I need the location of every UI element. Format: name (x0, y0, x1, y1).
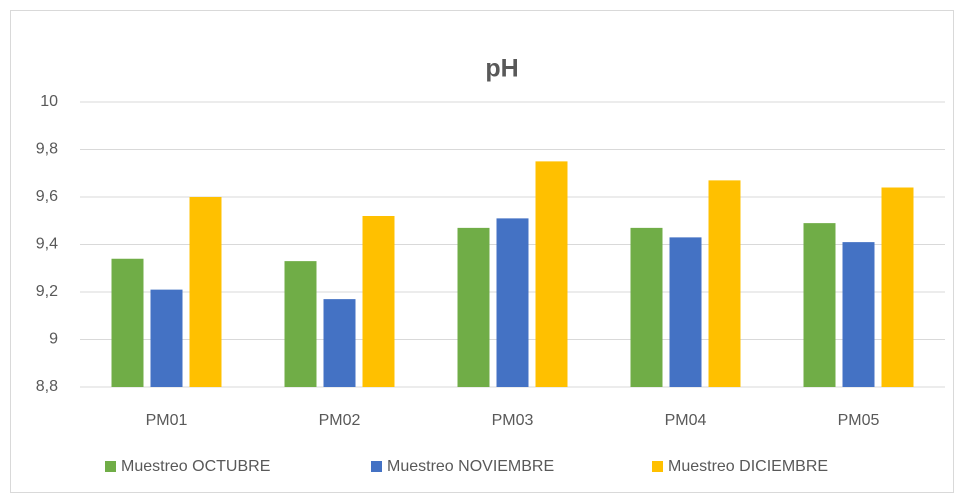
x-tick-label: PM04 (665, 412, 707, 429)
bar (189, 197, 222, 387)
bar (630, 227, 663, 387)
legend-label: Muestreo NOVIEMBRE (387, 458, 554, 475)
bar (881, 187, 914, 387)
bar (111, 258, 144, 387)
y-tick-label: 9,8 (36, 141, 58, 158)
bar (708, 180, 741, 387)
legend-swatch (105, 461, 116, 472)
bar (803, 223, 836, 387)
y-tick-label: 10 (40, 93, 58, 110)
bar (323, 299, 356, 387)
bar (842, 242, 875, 387)
bar (284, 261, 317, 387)
bar (150, 289, 183, 387)
y-tick-label: 9,6 (36, 188, 58, 205)
legend-swatch (652, 461, 663, 472)
legend-label: Muestreo DICIEMBRE (668, 458, 828, 475)
legend-swatch (371, 461, 382, 472)
y-tick-label: 9 (49, 331, 58, 348)
y-tick-label: 8,8 (36, 378, 58, 395)
bar (535, 161, 568, 387)
x-tick-label: PM03 (492, 412, 534, 429)
bar (457, 227, 490, 387)
y-tick-label: 9,4 (36, 236, 58, 253)
x-tick-label: PM01 (146, 412, 188, 429)
bar (362, 216, 395, 387)
x-tick-label: PM02 (319, 412, 361, 429)
legend-label: Muestreo OCTUBRE (121, 458, 270, 475)
chart-title: pH (485, 55, 518, 83)
bar (669, 237, 702, 387)
bar (496, 218, 529, 387)
y-tick-label: 9,2 (36, 283, 58, 300)
x-tick-label: PM05 (838, 412, 880, 429)
